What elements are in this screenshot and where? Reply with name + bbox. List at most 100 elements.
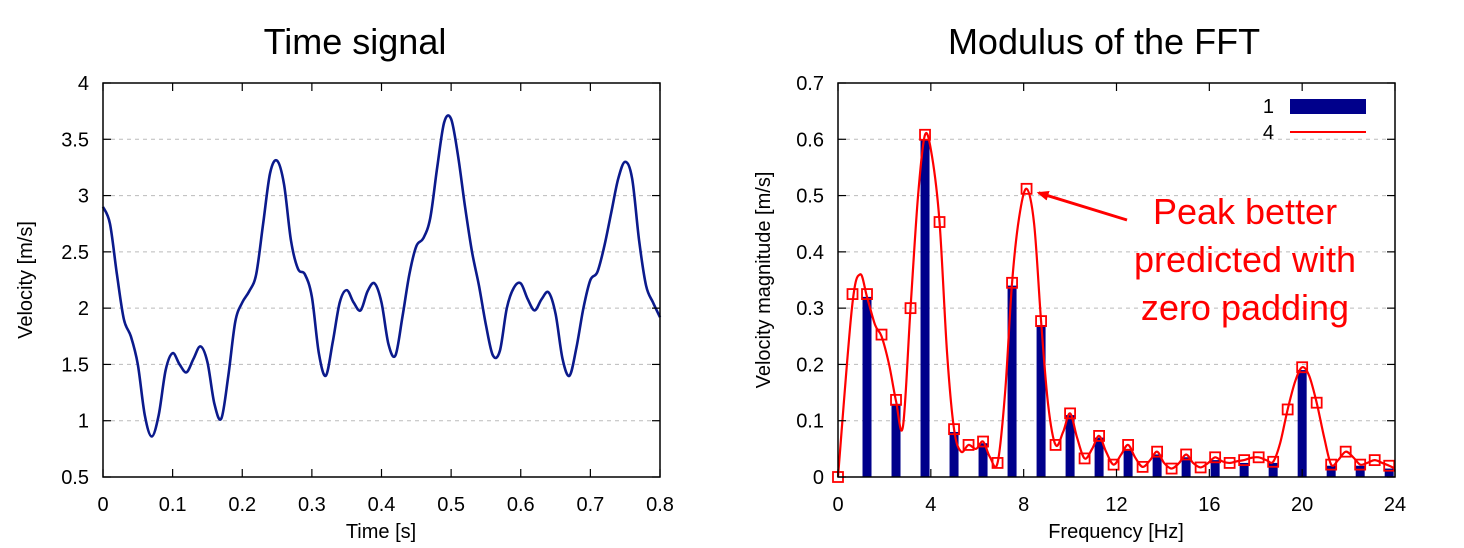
y-tick-label: 0.6 [796,129,824,151]
y-tick-label: 0.1 [796,411,824,433]
x-tick-label: 0.8 [646,494,674,516]
padded-fft-marker [1194,461,1207,474]
x-tick-label: 0.3 [298,494,326,516]
fft-bar [1181,457,1191,477]
x-tick-label: 0.6 [507,494,535,516]
padded-fft-marker [948,423,960,436]
axis-ticks: 0.5 1 1.5 2 2.5 3 3.5 4 0 0.1 0.2 0.3 0.4 0.5 0.6 0.7 0.… [61,73,674,516]
y-tick-label: 0.3 [796,298,824,320]
x-tick-label: 0 [832,494,843,516]
padded-fft-marker [861,288,873,300]
padded-fft-marker [1296,361,1309,374]
fft-bar [1239,462,1249,477]
x-tick-label: 8 [1018,494,1029,516]
x-tick-label: 0.4 [368,494,396,516]
plot-frame [102,82,661,478]
axis-ticks: 0 0.1 0.2 0.3 0.4 0.5 0.6 0.7 0 4 8 12 16 20 24 [796,73,1406,516]
y-axis-label: Velocity magnitude [m/s] [753,172,775,389]
x-tick-label: 12 [1105,494,1127,516]
padded-fft-marker [1093,430,1105,442]
padded-fft-marker [962,439,975,451]
fft-bar [1007,285,1017,477]
padded-fft-marker [1223,457,1236,469]
y-tick-label: 0.4 [796,242,824,264]
padded-fft-marker [890,393,902,406]
y-tick-label: 0.2 [796,354,824,376]
chart-title: Time signal [264,21,447,62]
x-tick-label: 24 [1384,494,1406,516]
fft-bar [1036,325,1046,477]
x-tick-label: 0.2 [228,494,256,516]
fft-bar [1326,465,1336,477]
padded-fft-marker [977,435,989,448]
y-tick-label: 2.5 [61,242,89,264]
x-tick-label: 0.5 [437,494,465,516]
padded-fft-marker [846,288,859,300]
fft-bar [1210,460,1220,477]
fft-bar [1065,415,1075,477]
padded-fft-marker [1339,445,1352,458]
fft-bar [1094,437,1104,477]
fft-bar [1268,462,1278,477]
fft-bar [1384,468,1394,477]
legend: 1 4 [1263,96,1366,144]
annotation-arrow [1036,190,1128,222]
padded-fft-marker [1107,458,1120,471]
padded-fft-marker [1064,407,1076,420]
padded-fft-marker [1136,460,1149,473]
padded-fft-marker [1325,458,1338,471]
padded-fft-marker [1238,454,1251,467]
padded-fft-marker [1078,452,1091,465]
x-tick-label: 0.7 [576,494,604,516]
y-tick-label: 0.7 [796,73,824,95]
padded-fft-marker [1281,403,1294,416]
y-tick-label: 2 [78,298,89,320]
grid [103,138,660,422]
padded-fft-marker [933,216,946,228]
annotation: Peak better predicted with zero padding [1036,190,1356,328]
padded-fft-marker [1252,451,1265,464]
x-tick-label: 20 [1291,494,1313,516]
y-tick-label: 4 [78,73,89,95]
x-tick-label: 0.1 [159,494,187,516]
padded-fft-curve [836,132,1396,478]
padded-fft-marker [1267,455,1280,468]
padded-fft-marker [1209,451,1222,464]
x-tick-label: 16 [1198,494,1220,516]
padded-fft-marker [875,328,888,341]
fft-bar [1152,454,1162,477]
legend-label-bars: 1 [1263,96,1274,118]
padded-fft-marker [1310,396,1323,409]
padded-fft-marker [904,302,917,315]
padded-fft-line [832,128,1396,483]
fft-chart: Modulus of the FFT 0 0.1 0.2 0.3 0.4 0.5 0.6 0.… [753,21,1406,543]
y-axis-label: Velocity [m/s] [15,221,37,339]
padded-fft-marker [919,128,931,141]
signal-line [101,114,662,438]
y-tick-label: 1 [78,411,89,433]
fft-bar [862,296,872,477]
y-tick-label: 3.5 [61,129,89,151]
padded-fft-marker [1383,459,1396,472]
y-tick-label: 0.5 [796,186,824,208]
annotation-line-1: Peak better [1153,191,1337,232]
time-signal-chart: Time signal 0.5 1 1.5 2 2.5 3 3.5 4 0 0.1 0.2 0.3 0.… [15,21,674,543]
padded-fft-marker [1151,445,1164,458]
padded-fft-marker [1368,454,1381,467]
annotation-line-3: zero padding [1141,287,1349,328]
padded-fft-marker [1035,315,1047,327]
y-tick-label: 3 [78,186,89,208]
padded-fft-marker [1006,276,1018,289]
legend-label-line: 4 [1263,122,1274,144]
padded-fft-marker [1354,458,1367,471]
x-tick-label: 0 [97,494,108,516]
y-tick-label: 1.5 [61,354,89,376]
x-tick-label: 4 [925,494,936,516]
fft-bar [920,139,930,478]
fft-bar [891,403,901,477]
fft-bar [978,443,988,477]
annotation-line-2: predicted with [1134,239,1356,280]
fft-bar [949,431,959,477]
padded-fft-marker [1180,448,1193,461]
